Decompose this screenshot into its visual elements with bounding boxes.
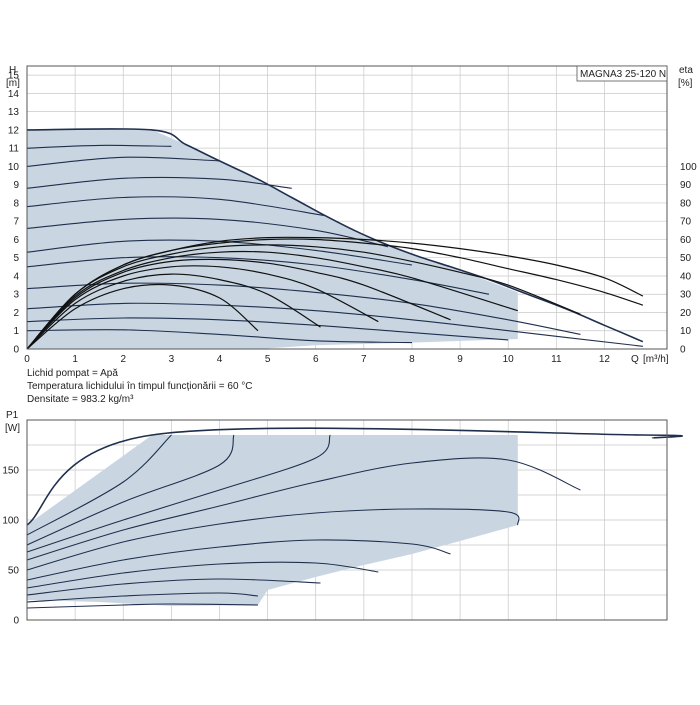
eta-tick-label: 40 — [680, 271, 692, 282]
eta-tick-label: 90 — [680, 180, 692, 191]
flow-tick-label: 0 — [24, 354, 30, 365]
power-curve-11 — [26, 603, 259, 609]
power-curve-5 — [26, 457, 581, 561]
head-tick-label: 10 — [8, 162, 20, 173]
head-tick-label: 12 — [8, 125, 20, 136]
power-curve-4 — [26, 434, 331, 553]
head-axis-unit: [m] — [6, 78, 20, 89]
flow-tick-label: 3 — [169, 354, 175, 365]
flow-tick-label: 6 — [313, 354, 319, 365]
head-tick-label: 13 — [8, 107, 20, 118]
power-curve-9 — [26, 578, 321, 596]
power-curve-6 — [26, 508, 520, 571]
efficiency-curves — [26, 236, 644, 350]
note-pumped-liquid: Lichid pompat = Apă — [27, 368, 118, 379]
head-tick-label: 14 — [8, 89, 20, 100]
head-curve-9 — [26, 302, 643, 347]
head-tick-label: 0 — [13, 345, 19, 356]
head-tick-label: 6 — [13, 235, 19, 246]
power-curve-1 — [26, 427, 683, 526]
model-label-box — [576, 65, 668, 82]
efficiency-curve-5 — [26, 250, 518, 350]
eta-tick-label: 10 — [680, 326, 692, 337]
head-tick-label: 7 — [13, 217, 19, 228]
efficiency-curve-1 — [26, 283, 259, 350]
flow-tick-label: 8 — [409, 354, 415, 365]
power-tick-label: 50 — [8, 566, 20, 577]
power-axis-label: P1 — [6, 410, 19, 421]
flow-tick-label: 7 — [361, 354, 367, 365]
power-tick-label: 100 — [2, 516, 19, 527]
power-curve-8 — [26, 561, 379, 589]
eta-tick-label: 0 — [680, 345, 686, 356]
power-curve-10 — [26, 592, 259, 603]
flow-tick-label: 1 — [72, 354, 78, 365]
power-chart-frame — [26, 419, 668, 621]
flow-tick-label: 10 — [503, 354, 515, 365]
efficiency-curve-6 — [26, 244, 581, 350]
power-curve-3 — [26, 434, 235, 546]
eta-tick-labels: 0 10 20 30 40 50 60 70 80 90 100 — [680, 162, 697, 356]
model-title: MAGNA3 25-120 N — [580, 69, 666, 80]
head-curve-1 — [26, 144, 172, 149]
head-tick-label: 8 — [13, 198, 19, 209]
flow-tick-label: 5 — [265, 354, 271, 365]
head-curve-5 — [26, 217, 389, 248]
eta-axis-unit: [%] — [678, 78, 693, 89]
head-tick-label: 1 — [13, 326, 19, 337]
flow-tick-label: 2 — [120, 354, 126, 365]
head-curve-8 — [26, 282, 581, 335]
eta-tick-label: 70 — [680, 217, 692, 228]
eta-tick-label: 80 — [680, 198, 692, 209]
head-tick-label: 11 — [9, 144, 20, 155]
eta-tick-label: 100 — [680, 162, 697, 173]
eta-axis-label: eta — [679, 65, 693, 76]
power-operating-area — [27, 435, 518, 606]
head-x-tick-labels: 0 1 2 3 4 5 6 7 8 9 10 11 12 — [24, 354, 610, 365]
power-chart: 0 50 100 150 P1 [W] — [2, 410, 683, 627]
head-curve-10 — [26, 317, 509, 341]
flow-axis-unit: [m³/h] — [643, 354, 669, 365]
head-curve-3 — [26, 176, 292, 189]
note-liquid-temperature: Temperatura lichidului în timpul funcțio… — [27, 381, 253, 392]
flow-tick-label: 12 — [599, 354, 611, 365]
efficiency-curve-4 — [26, 258, 451, 350]
eta-tick-label: 20 — [680, 308, 692, 319]
power-tick-label: 0 — [13, 616, 19, 627]
head-efficiency-chart: 0 1 2 3 4 5 6 7 8 9 10 11 12 0123456789101112131415 … — [6, 65, 697, 365]
eta-tick-label: 50 — [680, 253, 692, 264]
flow-tick-label: 4 — [217, 354, 223, 365]
head-curve-4 — [26, 196, 326, 217]
power-tick-label: 150 — [2, 466, 19, 477]
power-curve-2 — [26, 434, 172, 536]
efficiency-curve-2 — [26, 273, 321, 350]
head-tick-label: 15 — [8, 71, 20, 82]
head-tick-label: 5 — [13, 253, 19, 264]
head-axis-label: H — [9, 65, 16, 76]
head-curve-11 — [26, 329, 413, 344]
eta-tick-label: 30 — [680, 290, 692, 301]
power-curves — [26, 427, 683, 609]
eta-tick-label: 60 — [680, 235, 692, 246]
note-density: Densitate = 983.2 kg/m³ — [27, 394, 134, 405]
power-curve-7 — [26, 539, 451, 581]
efficiency-curve-8 — [26, 236, 644, 350]
head-tick-label: 2 — [13, 308, 19, 319]
power-axis-unit: [W] — [5, 423, 20, 434]
head-curve-7 — [26, 256, 490, 295]
head-tick-label: 4 — [13, 271, 19, 282]
flow-axis-label: Q — [631, 354, 639, 365]
head-tick-label: 3 — [13, 290, 19, 301]
max-head-curve — [26, 128, 644, 343]
flow-tick-label: 9 — [457, 354, 463, 365]
efficiency-curve-3 — [26, 265, 379, 350]
head-chart-frame — [26, 65, 668, 350]
power-y-tick-labels: 0 50 100 150 — [2, 466, 19, 627]
head-tick-label: 9 — [13, 180, 19, 191]
flow-tick-label: 11 — [551, 354, 562, 365]
head-curve-2 — [26, 156, 220, 167]
